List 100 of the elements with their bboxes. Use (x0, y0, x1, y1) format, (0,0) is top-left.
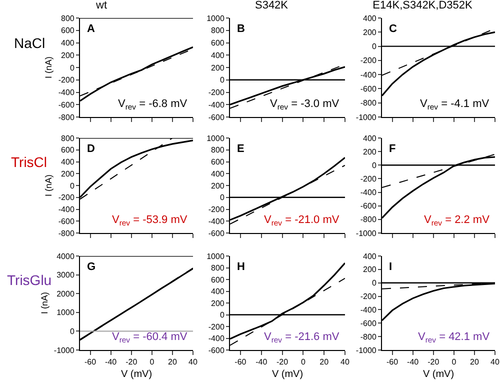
annotation: V$_{rev}$ = -60.4 mV (112, 331, 188, 344)
y-tick-label: -600 (208, 346, 225, 355)
x-tick-label: 0 (452, 358, 457, 367)
y-tick-label: -400 (58, 88, 75, 98)
x-tick-label: -60 (84, 358, 97, 367)
y-tick-label: 0 (372, 160, 377, 170)
annotation: H (237, 261, 245, 273)
y-tick-label: 200 (363, 265, 377, 274)
y-tick-label: -1000 (54, 346, 75, 355)
y-tick-label: 400 (363, 134, 377, 143)
y-tick-label: 0 (70, 327, 75, 336)
x-tick-label: -60 (386, 358, 399, 367)
y-axis-title: I (nA) (39, 292, 50, 314)
y-tick-label: 200 (61, 169, 75, 178)
y-tick-label: -800 (58, 228, 75, 238)
y-tick-label: -600 (360, 318, 377, 328)
y-tick-label: 400 (61, 38, 75, 48)
y-tick-label: 0 (372, 42, 377, 52)
y-tick-label: -600 (208, 112, 225, 122)
x-tick-label: 20 (470, 358, 480, 367)
y-tick-label: -400 (208, 100, 225, 110)
y-tick-label: 2000 (56, 289, 75, 298)
x-tick-label: 0 (150, 358, 155, 367)
y-tick-label: -400 (58, 205, 75, 214)
annotation: D (87, 143, 95, 155)
annotation: G (87, 261, 96, 273)
y-tick-label: -400 (360, 70, 377, 80)
y-tick-label: 800 (61, 14, 75, 23)
y-tick-label: 400 (61, 158, 75, 167)
chart-title: S342K (254, 0, 289, 12)
y-tick-label: 800 (211, 264, 225, 273)
y-tick-label: 200 (363, 147, 377, 156)
y-tick-label: -400 (208, 216, 225, 226)
y-tick-label: 0 (70, 181, 75, 190)
annotation: V$_{rev}$ = -21.0 mV (264, 214, 340, 228)
y-tick-label: 400 (211, 169, 225, 178)
y-tick-label: -200 (58, 193, 75, 202)
y-tick-label: -1000 (356, 346, 377, 355)
x-tick-label: -40 (105, 358, 118, 367)
x-tick-label: -60 (234, 358, 247, 367)
y-tick-label: 600 (211, 275, 225, 284)
x-tick-label: 40 (188, 358, 198, 367)
y-tick-label: 800 (211, 146, 225, 155)
y-tick-label: 200 (363, 28, 377, 37)
annotation: V$_{rev}$ = -4.1 mV (420, 98, 490, 112)
x-tick-label: -40 (407, 358, 420, 367)
y-tick-label: -800 (360, 215, 377, 224)
y-tick-label: -200 (360, 174, 377, 184)
y-tick-label: 1000 (206, 252, 225, 261)
y-tick-label: -800 (360, 98, 377, 108)
annotation: V$_{rev}$ = 2.2 mV (424, 214, 490, 228)
y-tick-label: 600 (211, 158, 225, 167)
y-tick-label: 200 (211, 181, 225, 190)
x-axis-title: V (mV) (272, 369, 304, 380)
x-tick-label: 40 (340, 358, 350, 367)
annotation: F (389, 143, 396, 155)
y-tick-label: 1000 (206, 134, 225, 143)
annotation: B (237, 23, 245, 35)
y-tick-label: -200 (360, 292, 377, 302)
y-tick-label: 1000 (206, 14, 225, 23)
y-tick-label: -200 (58, 76, 75, 85)
y-tick-label: -600 (58, 100, 75, 110)
y-tick-label: 200 (211, 298, 225, 308)
y-tick-label: -600 (360, 84, 377, 94)
x-axis-title: V (mV) (422, 369, 454, 380)
y-tick-label: 1000 (56, 308, 75, 318)
y-tick-label: 600 (61, 26, 75, 36)
x-tick-label: -20 (276, 358, 289, 367)
y-tick-label: 0 (220, 193, 225, 202)
y-tick-label: 0 (372, 278, 377, 288)
x-tick-label: 40 (490, 358, 500, 367)
y-tick-label: 600 (211, 38, 225, 48)
chart-title: wt (95, 0, 107, 12)
y-tick-label: 0 (220, 310, 225, 320)
x-tick-label: -20 (126, 358, 138, 367)
y-tick-label: -600 (58, 216, 75, 226)
y-axis-title: I (nA) (44, 174, 54, 197)
y-tick-label: -400 (360, 188, 377, 198)
y-tick-label: 200 (211, 63, 225, 72)
annotation: E (237, 143, 244, 155)
y-tick-label: 400 (211, 287, 225, 296)
y-tick-label: -600 (208, 228, 225, 238)
y-axis-title: I (nA) (44, 56, 54, 79)
text: TrisCl (11, 154, 48, 170)
y-tick-label: -800 (58, 112, 75, 122)
annotation: A (87, 23, 95, 35)
y-tick-label: -200 (208, 205, 225, 214)
y-tick-label: 4000 (56, 252, 75, 261)
annotation: V$_{rev}$ = -3.0 mV (270, 98, 340, 112)
x-tick-label: 20 (320, 358, 330, 367)
y-tick-label: 800 (211, 26, 225, 36)
y-tick-label: -200 (360, 56, 377, 66)
y-tick-label: -200 (208, 88, 225, 98)
x-tick-label: -20 (428, 358, 440, 367)
annotation: V$_{rev}$ = -6.8 mV (118, 98, 188, 112)
annotation: I (389, 261, 392, 273)
chart-title: E14K,S342K,D352K (372, 0, 473, 12)
y-tick-label: 0 (70, 63, 75, 72)
text: TrisGlu (7, 272, 52, 288)
y-tick-label: -800 (360, 332, 377, 342)
